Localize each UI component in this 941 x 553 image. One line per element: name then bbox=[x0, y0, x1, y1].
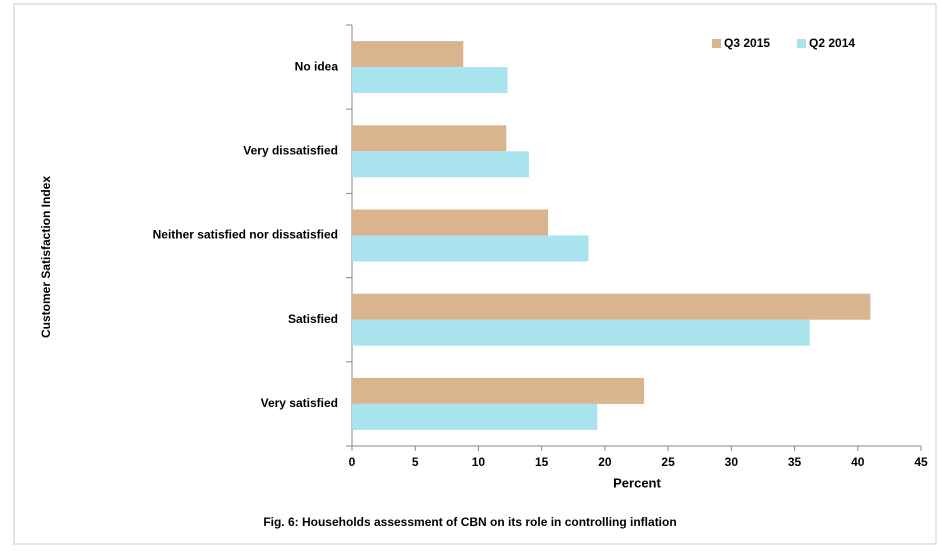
bar bbox=[352, 377, 645, 404]
bar bbox=[352, 293, 871, 320]
x-tick-label: 25 bbox=[661, 455, 675, 469]
x-tick-label: 40 bbox=[851, 455, 865, 469]
y-tick-label: Satisfied bbox=[288, 312, 338, 326]
bar bbox=[352, 67, 508, 94]
y-tick-label: Neither satisfied nor dissatisfied bbox=[153, 228, 338, 242]
legend-swatch bbox=[712, 39, 721, 48]
bar bbox=[352, 41, 464, 68]
x-tick-label: 20 bbox=[598, 455, 612, 469]
x-tick-label: 45 bbox=[914, 455, 928, 469]
legend-label: Q3 2015 bbox=[724, 36, 770, 50]
bar bbox=[352, 151, 530, 178]
bar bbox=[352, 319, 810, 346]
legend-swatch bbox=[797, 39, 806, 48]
y-tick-label: Very dissatisfied bbox=[243, 143, 338, 157]
frame bbox=[13, 3, 937, 545]
x-tick-label: 0 bbox=[349, 455, 356, 469]
x-tick-label: 30 bbox=[725, 455, 739, 469]
x-tick-label: 5 bbox=[412, 455, 419, 469]
caption: Fig. 6: Households assessment of CBN on … bbox=[263, 515, 676, 529]
y-tick-label: Very satisfied bbox=[261, 396, 338, 410]
x-tick-label: 35 bbox=[788, 455, 802, 469]
bar bbox=[352, 209, 548, 236]
bar bbox=[352, 235, 589, 262]
bar bbox=[352, 125, 507, 152]
x-tick-label: 15 bbox=[535, 455, 549, 469]
x-tick-label: 10 bbox=[472, 455, 486, 469]
y-axis-label: Customer Satisfaction Index bbox=[39, 176, 53, 338]
legend-label: Q2 2014 bbox=[809, 36, 855, 50]
y-tick-label: No idea bbox=[295, 59, 339, 73]
x-axis-label: Percent bbox=[613, 475, 661, 490]
bar bbox=[352, 403, 598, 430]
